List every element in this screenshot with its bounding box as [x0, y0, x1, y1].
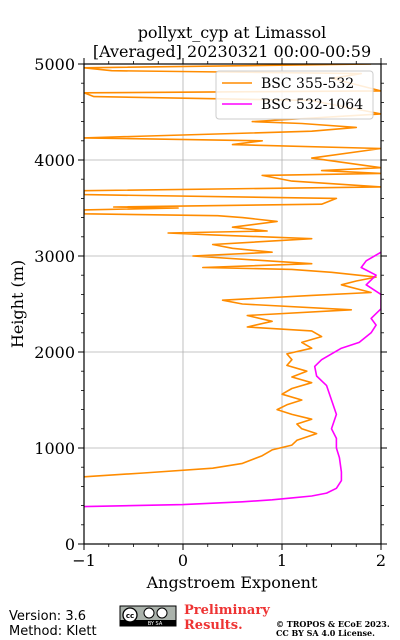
preliminary-line-2: Results. [184, 618, 243, 633]
cc-icon [122, 607, 138, 623]
series-line-bsc-355-532 [84, 64, 381, 478]
legend-box [215, 70, 374, 120]
y-tick-label: 2000 [34, 343, 75, 362]
series-line-bsc-532-1064 [84, 251, 381, 508]
chart-title: pollyxt_cyp at Limassol [138, 23, 327, 42]
footer: Version: 3.6 Method: Klett cc BY SA Prel… [9, 603, 390, 639]
method-text: Method: Klett [9, 624, 97, 639]
preliminary-line-1: Preliminary [184, 603, 270, 618]
version-text: Version: 3.6 [9, 609, 86, 624]
y-axis-label: Height (m) [8, 260, 27, 348]
by-icon [143, 607, 155, 619]
x-tick-label: 2 [376, 551, 386, 570]
y-tick-label: 4000 [34, 151, 75, 170]
x-tick-label: 0 [178, 551, 188, 570]
copyright-line-2: CC BY SA 4.0 License. [276, 628, 375, 638]
cc-license-badge: cc BY SA [119, 605, 177, 627]
copyright-line-1: © TROPOS & ECoE 2023. [276, 619, 390, 629]
cc-badge-left: cc [126, 612, 134, 620]
chart-subtitle: [Averaged] 20230321 00:00-00:59 [93, 42, 371, 61]
x-tick-label: −1 [72, 551, 96, 570]
legend-label-bsc-532-1064: BSC 532-1064 [261, 97, 363, 113]
legend-label-bsc-355-532: BSC 355-532 [261, 76, 354, 92]
legend: BSC 355-532 BSC 532-1064 [215, 70, 374, 120]
y-tick-label: 5000 [34, 55, 75, 74]
y-tick-label: 3000 [34, 247, 75, 266]
series-layer [84, 64, 381, 508]
sa-icon [156, 607, 168, 619]
x-tick-label: 1 [277, 551, 287, 570]
y-tick-label: 1000 [34, 439, 75, 458]
y-tick-label: 0 [65, 535, 75, 554]
x-axis-label: Angstroem Exponent [146, 573, 318, 592]
cc-badge-right: BY SA [148, 621, 163, 627]
